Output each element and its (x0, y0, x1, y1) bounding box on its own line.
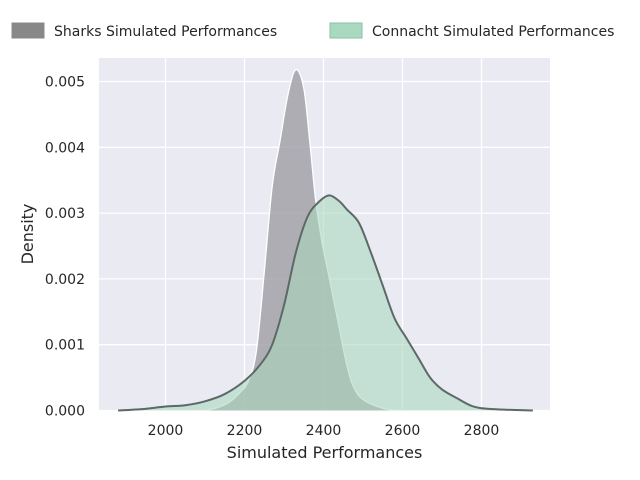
y-tick-label: 0.003 (45, 206, 85, 222)
y-tick-label: 0.004 (45, 140, 85, 156)
y-tick-labels: 0.000 0.001 0.002 0.003 0.004 0.005 (45, 75, 85, 420)
x-tick-label: 2800 (464, 423, 500, 439)
x-axis-label: Simulated Performances (227, 443, 423, 462)
y-tick-label: 0.005 (45, 75, 85, 91)
y-tick-label: 0.000 (45, 404, 85, 420)
legend-label-sharks: Sharks Simulated Performances (54, 24, 277, 40)
x-tick-label: 2000 (148, 423, 184, 439)
x-tick-label: 2600 (385, 423, 421, 439)
x-tick-label: 2400 (306, 423, 342, 439)
density-line-connacht (118, 194, 533, 412)
y-tick-label: 0.002 (45, 272, 85, 288)
density-series (118, 68, 533, 412)
legend-swatch-connacht (329, 22, 363, 39)
legend-swatch-sharks (11, 22, 45, 39)
legend: Sharks Simulated Performances Connacht S… (11, 22, 614, 40)
density-area-connacht (118, 195, 533, 411)
x-tick-label: 2200 (227, 423, 263, 439)
legend-label-connacht: Connacht Simulated Performances (372, 24, 614, 40)
y-tick-label: 0.001 (45, 338, 85, 354)
y-axis-label: Density (18, 204, 37, 265)
x-tick-labels: 2000 2200 2400 2600 2800 (148, 423, 500, 439)
